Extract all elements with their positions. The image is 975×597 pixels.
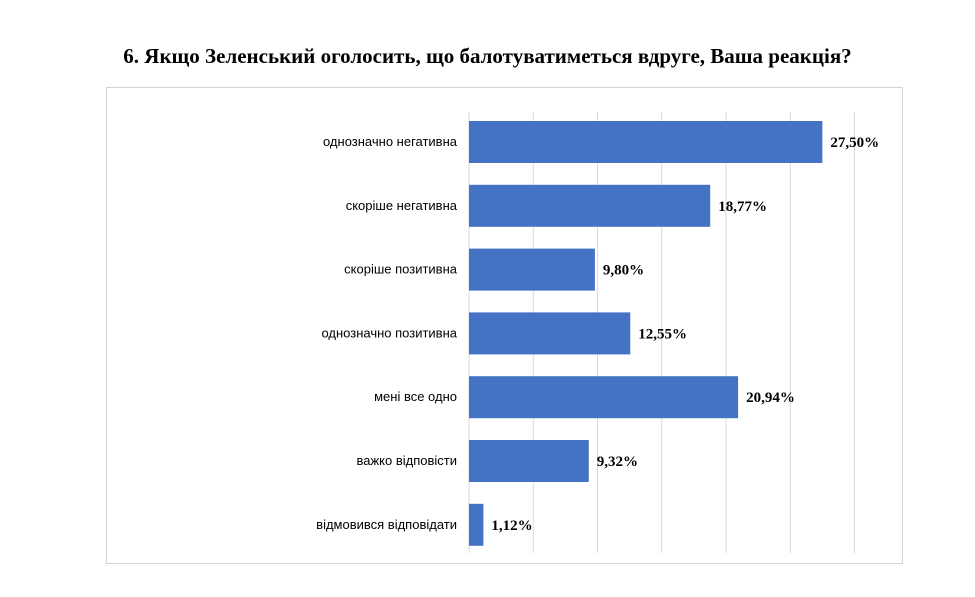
bar [469,248,595,291]
category-label: мені все одно [374,389,457,404]
data-label: 1,12% [491,518,532,534]
data-label: 27,50% [830,135,879,151]
data-label: 9,80% [603,263,644,279]
bar [469,503,484,546]
category-label: відмовився відповідати [316,517,457,532]
data-label: 12,55% [638,326,687,342]
bar [469,184,711,227]
category-label: однозначно позитивна [321,325,457,340]
bar [469,312,631,355]
category-label: скоріше позитивна [344,262,458,277]
data-label: 18,77% [718,199,767,215]
category-label: скоріше негативна [346,198,458,213]
bar [469,121,823,163]
data-label: 9,32% [597,454,638,470]
data-label: 20,94% [746,390,795,406]
bar [469,440,589,482]
category-label: однозначно негативна [323,134,458,149]
bar [469,376,739,419]
chart-title: 6. Якщо Зеленський оголосить, що балотув… [123,44,852,68]
category-label: важко відповісти [356,453,457,468]
